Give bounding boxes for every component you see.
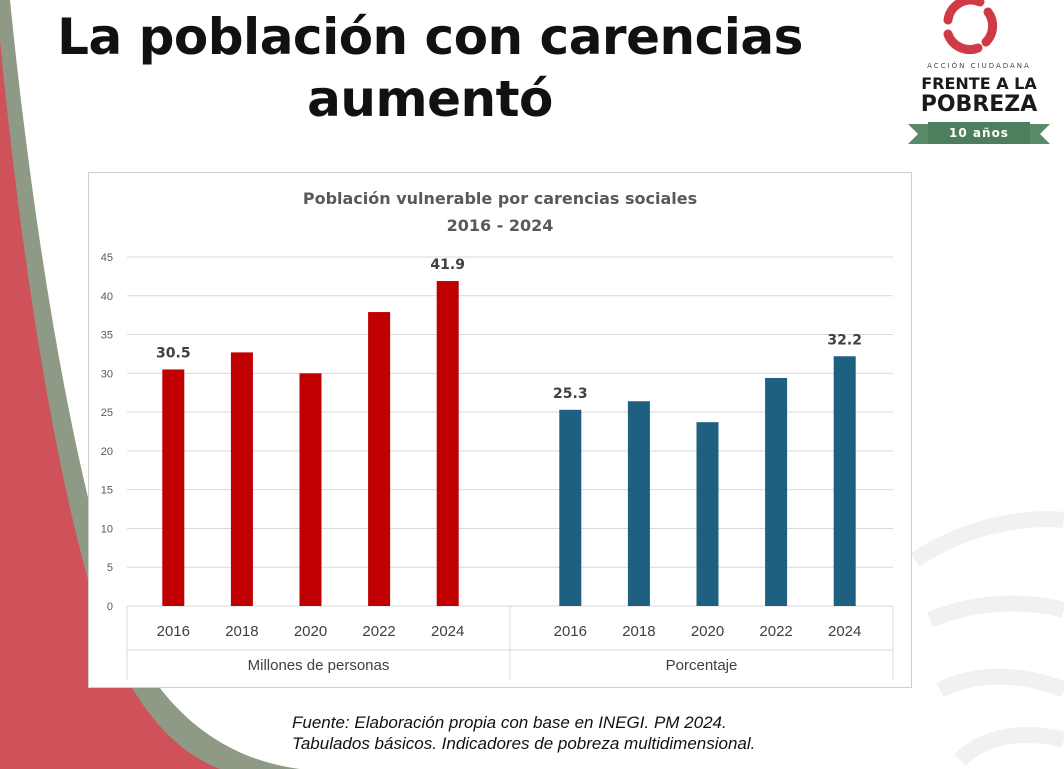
organization-logo: ACCIÓN CIUDADANA FRENTE A LA POBREZA 10 …	[904, 0, 1054, 150]
chart-container: Población vulnerable por carencias socia…	[88, 172, 912, 688]
y-tick-label: 40	[101, 291, 113, 303]
y-tick-label: 35	[101, 330, 113, 342]
group-label: Millones de personas	[248, 657, 390, 674]
logo-line-2: POBREZA	[920, 92, 1038, 117]
chart-subtitle: 2016 - 2024	[447, 216, 554, 235]
y-tick-label: 0	[107, 601, 113, 613]
source-line-2: Tabulados básicos. Indicadores de pobrez…	[292, 734, 756, 753]
data-label: 41.9	[430, 257, 465, 273]
logo-line-1: FRENTE A LA	[921, 74, 1037, 93]
data-label: 30.5	[156, 345, 191, 361]
x-tick-label: 2018	[622, 623, 655, 640]
bar	[696, 422, 719, 606]
bar	[559, 409, 582, 606]
bar	[299, 373, 322, 606]
bar	[833, 356, 856, 606]
data-label: 25.3	[553, 386, 588, 402]
y-tick-label: 45	[101, 252, 113, 264]
bar	[230, 352, 253, 606]
chart-title: Población vulnerable por carencias socia…	[303, 189, 697, 208]
x-tick-label: 2020	[691, 623, 724, 640]
y-tick-label: 10	[101, 523, 113, 535]
bar	[765, 377, 788, 606]
slide-title: La población con carencias aumentó	[40, 6, 820, 130]
logo-years-badge: 10 años	[949, 126, 1009, 140]
y-tick-label: 25	[101, 407, 113, 419]
title-line-2: aumentó	[307, 70, 553, 128]
bar	[162, 369, 185, 606]
bar	[436, 281, 459, 606]
logo-ribbon	[908, 122, 1050, 144]
source-note: Fuente: Elaboración propia con base en I…	[292, 712, 892, 754]
x-tick-label: 2016	[554, 623, 587, 640]
y-tick-label: 5	[107, 562, 113, 574]
x-tick-label: 2016	[157, 623, 190, 640]
side-red-swoosh	[0, 40, 220, 769]
y-tick-label: 30	[101, 368, 113, 380]
y-tick-label: 15	[101, 485, 113, 497]
x-tick-label: 2018	[225, 623, 258, 640]
x-tick-label: 2022	[759, 623, 792, 640]
x-tick-label: 2022	[362, 623, 395, 640]
bar	[368, 312, 391, 606]
hands-circle-icon	[943, 0, 998, 55]
logo-small-text: ACCIÓN CIUDADANA	[927, 62, 1031, 70]
data-label: 32.2	[827, 332, 862, 348]
watermark-hands	[910, 511, 1064, 767]
x-tick-label: 2024	[431, 623, 464, 640]
bar-chart: Población vulnerable por carencias socia…	[101, 189, 894, 680]
source-line-1: Fuente: Elaboración propia con base en I…	[292, 713, 727, 732]
title-line-1: La población con carencias	[57, 8, 803, 66]
bar	[627, 401, 650, 606]
x-tick-label: 2020	[294, 623, 327, 640]
y-tick-label: 20	[101, 446, 113, 458]
group-label: Porcentaje	[666, 657, 738, 674]
x-tick-label: 2024	[828, 623, 861, 640]
